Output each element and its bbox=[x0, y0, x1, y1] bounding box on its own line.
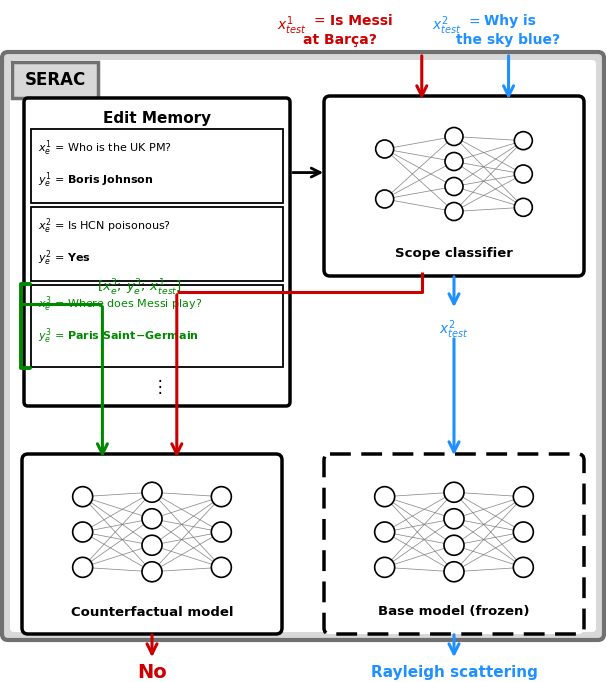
Text: No: No bbox=[137, 662, 167, 681]
Text: $x_{\mathit{test}}^2$: $x_{\mathit{test}}^2$ bbox=[439, 318, 469, 340]
Text: $=$: $=$ bbox=[311, 14, 330, 28]
Text: Counterfactual model: Counterfactual model bbox=[71, 606, 233, 619]
Circle shape bbox=[142, 535, 162, 555]
FancyBboxPatch shape bbox=[31, 285, 283, 367]
FancyBboxPatch shape bbox=[12, 62, 98, 98]
Circle shape bbox=[445, 203, 463, 220]
Text: Base model (frozen): Base model (frozen) bbox=[378, 606, 530, 619]
FancyBboxPatch shape bbox=[2, 52, 604, 640]
Text: $\vdots$: $\vdots$ bbox=[152, 376, 162, 396]
Circle shape bbox=[73, 522, 93, 542]
Circle shape bbox=[444, 509, 464, 529]
Circle shape bbox=[211, 557, 231, 578]
Text: $=$: $=$ bbox=[466, 14, 481, 28]
FancyBboxPatch shape bbox=[24, 98, 290, 406]
Circle shape bbox=[376, 190, 394, 208]
FancyBboxPatch shape bbox=[22, 454, 282, 634]
Circle shape bbox=[444, 482, 464, 502]
FancyBboxPatch shape bbox=[31, 207, 283, 281]
Circle shape bbox=[142, 482, 162, 502]
Text: Why is: Why is bbox=[484, 14, 536, 28]
Text: $[x_e^3;\,y_e^3;\,x_{test}^1]$: $[x_e^3;\,y_e^3;\,x_{test}^1]$ bbox=[97, 278, 182, 298]
Circle shape bbox=[514, 198, 532, 216]
Circle shape bbox=[211, 522, 231, 542]
Text: $x_{\mathit{test}}^2$: $x_{\mathit{test}}^2$ bbox=[433, 14, 462, 37]
Text: Scope classifier: Scope classifier bbox=[395, 248, 513, 261]
Circle shape bbox=[444, 535, 464, 555]
Circle shape bbox=[142, 509, 162, 529]
Circle shape bbox=[513, 487, 533, 507]
Text: $x_e^3$ = Where does Messi play?: $x_e^3$ = Where does Messi play? bbox=[38, 294, 202, 314]
Text: $y_e^3$ = $\mathbf{Paris\ Saint\!-\!Germain}$: $y_e^3$ = $\mathbf{Paris\ Saint\!-\!Germ… bbox=[38, 326, 199, 346]
Circle shape bbox=[513, 522, 533, 542]
Text: SERAC: SERAC bbox=[24, 71, 85, 89]
Circle shape bbox=[211, 487, 231, 507]
Circle shape bbox=[444, 562, 464, 582]
Text: $x_e^1$ = Who is the UK PM?: $x_e^1$ = Who is the UK PM? bbox=[38, 138, 171, 158]
Circle shape bbox=[375, 487, 395, 507]
Circle shape bbox=[142, 562, 162, 582]
Circle shape bbox=[73, 557, 93, 578]
Text: $x_e^2$ = Is HCN poisonous?: $x_e^2$ = Is HCN poisonous? bbox=[38, 216, 171, 236]
Circle shape bbox=[445, 177, 463, 196]
Circle shape bbox=[445, 128, 463, 145]
FancyBboxPatch shape bbox=[10, 60, 596, 632]
Circle shape bbox=[376, 140, 394, 158]
Circle shape bbox=[513, 557, 533, 578]
FancyBboxPatch shape bbox=[31, 129, 283, 203]
Text: $x_{\mathit{test}}^1$: $x_{\mathit{test}}^1$ bbox=[278, 14, 307, 37]
Circle shape bbox=[375, 557, 395, 578]
FancyBboxPatch shape bbox=[324, 96, 584, 276]
Text: $y_e^2$ = $\mathbf{Yes}$: $y_e^2$ = $\mathbf{Yes}$ bbox=[38, 248, 91, 268]
Text: $y_e^1$ = $\mathbf{Boris\ Johnson}$: $y_e^1$ = $\mathbf{Boris\ Johnson}$ bbox=[38, 170, 153, 190]
Text: at Barça?: at Barça? bbox=[303, 33, 377, 47]
Text: Rayleigh scattering: Rayleigh scattering bbox=[370, 664, 538, 679]
Circle shape bbox=[514, 165, 532, 183]
Circle shape bbox=[73, 487, 93, 507]
Text: Is Messi: Is Messi bbox=[330, 14, 393, 28]
Text: Edit Memory: Edit Memory bbox=[103, 110, 211, 125]
FancyBboxPatch shape bbox=[324, 454, 584, 634]
Circle shape bbox=[445, 153, 463, 170]
Circle shape bbox=[514, 132, 532, 149]
Circle shape bbox=[375, 522, 395, 542]
Text: the sky blue?: the sky blue? bbox=[456, 33, 560, 47]
